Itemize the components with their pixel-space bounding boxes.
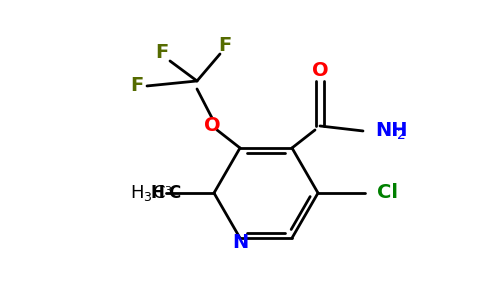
- Text: F: F: [218, 37, 232, 56]
- Text: O: O: [312, 61, 328, 80]
- Text: F: F: [155, 44, 168, 62]
- Text: 3: 3: [164, 186, 171, 196]
- Text: H: H: [150, 184, 164, 202]
- Text: NH: NH: [375, 122, 408, 140]
- Text: N: N: [232, 232, 248, 251]
- Text: O: O: [204, 116, 220, 136]
- Text: 2: 2: [397, 128, 406, 142]
- Text: Cl: Cl: [377, 184, 398, 202]
- Text: C: C: [168, 184, 180, 202]
- Text: F: F: [130, 76, 144, 95]
- Text: $\mathsf{H_3C}$: $\mathsf{H_3C}$: [130, 183, 166, 203]
